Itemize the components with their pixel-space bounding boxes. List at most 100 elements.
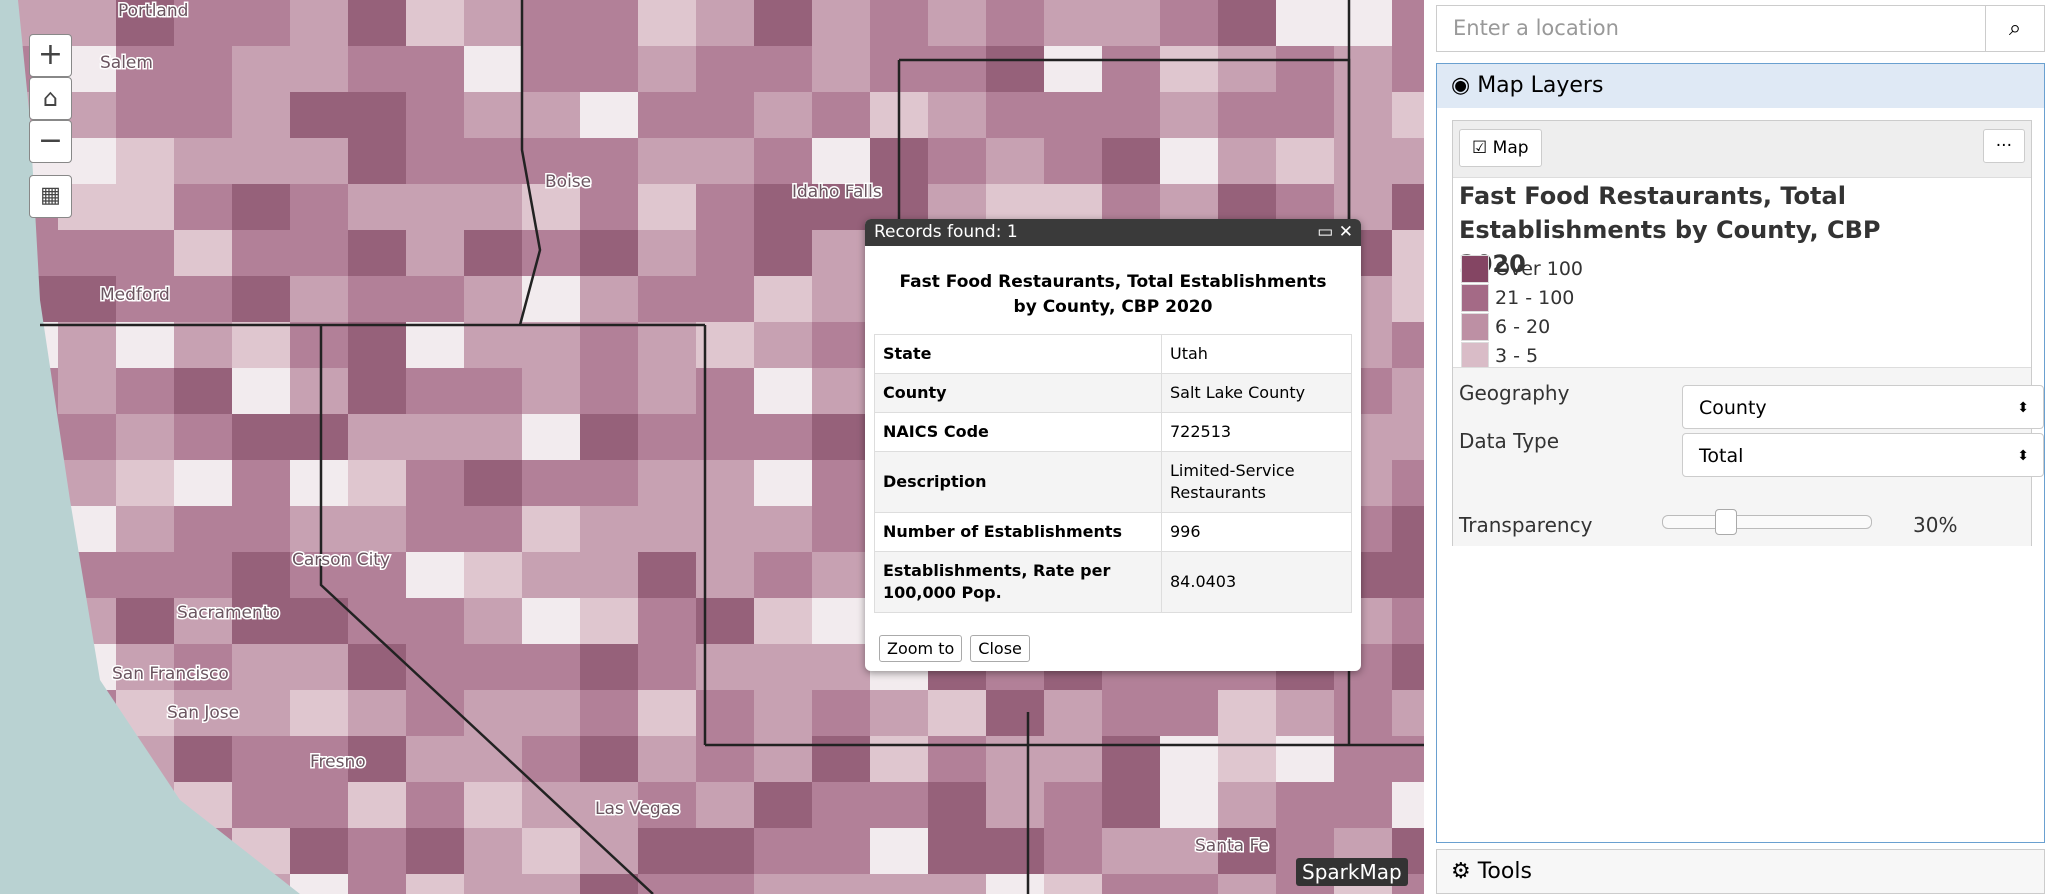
county	[522, 506, 580, 552]
county	[232, 552, 290, 598]
county	[1392, 230, 1424, 276]
county	[638, 644, 696, 690]
county	[1392, 184, 1424, 230]
legend-swatch	[1461, 312, 1489, 341]
county	[232, 184, 290, 230]
county	[638, 322, 696, 368]
county	[464, 230, 522, 276]
popup-button[interactable]: Close	[970, 635, 1030, 662]
county	[638, 230, 696, 276]
county	[290, 460, 348, 506]
county	[1160, 0, 1218, 46]
county	[522, 598, 580, 644]
county	[1392, 138, 1424, 184]
select[interactable]: County ⬍	[1682, 385, 2044, 429]
popup-button[interactable]: Zoom to	[879, 635, 963, 662]
city-label: San Jose	[167, 703, 239, 723]
county	[522, 552, 580, 598]
county	[696, 782, 754, 828]
layer-menu[interactable]: ···	[1982, 129, 2025, 163]
county	[580, 598, 638, 644]
county	[232, 322, 290, 368]
city-label: Carson City	[292, 550, 390, 570]
county	[1044, 0, 1102, 46]
legend-swatch	[1461, 341, 1489, 370]
legend-swatch	[1461, 254, 1489, 283]
search-button[interactable]: ⌕	[1985, 5, 2045, 52]
field-value: 996	[1161, 512, 1352, 552]
county	[348, 46, 406, 92]
county	[174, 506, 232, 552]
field-name: Description	[874, 451, 1162, 513]
county	[406, 736, 464, 782]
county	[812, 368, 870, 414]
county	[232, 460, 290, 506]
county	[348, 874, 406, 894]
zoom-in[interactable]: +	[29, 34, 72, 77]
select[interactable]: Total ⬍	[1682, 433, 2044, 477]
legend-item: 6 - 20	[1461, 312, 1877, 341]
county	[986, 782, 1044, 828]
county	[116, 92, 174, 138]
county	[754, 828, 812, 874]
home[interactable]: ⌂	[29, 77, 72, 120]
county	[754, 138, 812, 184]
city-label: Salem	[100, 53, 153, 73]
county	[754, 598, 812, 644]
county	[1044, 138, 1102, 184]
county	[928, 690, 986, 736]
county	[638, 690, 696, 736]
layer-toggle[interactable]: ☑ Map	[1459, 129, 1542, 167]
county	[870, 828, 928, 874]
county	[58, 230, 116, 276]
county	[464, 0, 522, 46]
table-row: Number of Establishments 996	[874, 512, 1352, 552]
county	[522, 690, 580, 736]
county	[464, 874, 522, 894]
county	[522, 736, 580, 782]
county	[1334, 0, 1392, 46]
county	[58, 276, 116, 322]
slider-handle[interactable]	[1715, 509, 1737, 535]
county	[522, 322, 580, 368]
county	[1392, 736, 1424, 782]
county	[638, 552, 696, 598]
county	[638, 92, 696, 138]
basemap[interactable]: ▦	[29, 175, 72, 218]
county	[522, 414, 580, 460]
city-label: Las Vegas	[595, 799, 680, 819]
tools-bar[interactable]: ⚙ Tools	[1436, 849, 2045, 894]
county	[1392, 414, 1424, 460]
layers-frame	[1436, 63, 2045, 843]
county	[812, 276, 870, 322]
county	[580, 874, 638, 894]
county	[812, 138, 870, 184]
transparency-label: Transparency	[1459, 513, 1593, 537]
county	[406, 506, 464, 552]
state-line	[319, 325, 654, 894]
county	[1102, 736, 1160, 782]
transparency-slider[interactable]	[1662, 515, 1872, 529]
county	[986, 736, 1044, 782]
county	[116, 46, 174, 92]
field-name: Establishments, Rate per 100,000 Pop.	[874, 551, 1162, 613]
county	[1334, 92, 1392, 138]
county	[522, 230, 580, 276]
popup-close[interactable]: ▭ ✕	[1317, 222, 1353, 242]
county	[290, 184, 348, 230]
county	[348, 276, 406, 322]
popup-table: State Utah County Salt Lake County NAICS Cod…	[874, 334, 1352, 613]
county	[290, 414, 348, 460]
county	[1102, 874, 1160, 894]
field-name: Number of Establishments	[874, 512, 1162, 552]
table-row: Establishments, Rate per 100,000 Pop. 84.…	[874, 551, 1352, 613]
county	[986, 828, 1044, 874]
zoom-out[interactable]: −	[29, 120, 72, 163]
search-box[interactable]: Enter a location	[1436, 5, 1986, 52]
county	[1392, 506, 1424, 552]
county	[406, 368, 464, 414]
county	[406, 460, 464, 506]
legend-swatch	[1461, 283, 1489, 312]
county	[580, 736, 638, 782]
county	[232, 782, 290, 828]
